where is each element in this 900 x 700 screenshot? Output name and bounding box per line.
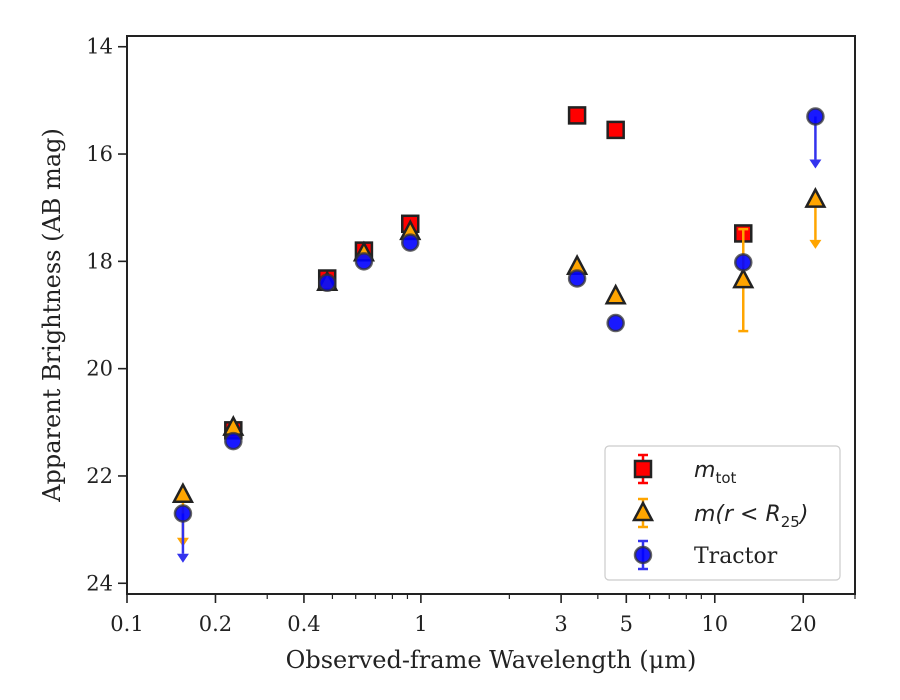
circle-point	[173, 504, 193, 523]
circle-point	[317, 273, 337, 293]
axes: 0.1 0.2 0.4 1 3 5 10 20 14 16 18 20 22 24	[86, 35, 856, 636]
square-point	[606, 120, 625, 140]
x-tick-label: 0.4	[287, 612, 320, 636]
legend-square-marker	[633, 459, 653, 479]
circle-point	[354, 252, 374, 271]
x-tick-label: 0.1	[110, 612, 143, 636]
circle-upper-limit-arrow	[176, 553, 189, 563]
legend-label: Tractor	[694, 544, 778, 569]
legend-label: m(r < R25)	[694, 502, 808, 531]
circle-point	[567, 269, 587, 288]
circle-point	[224, 431, 243, 451]
square-point	[567, 106, 587, 125]
triangle-upper-limit-arrow	[809, 239, 822, 249]
triangle-point	[732, 267, 755, 289]
legend-circle-marker	[633, 545, 653, 565]
x-tick-label: 1	[414, 612, 427, 636]
circle-point	[734, 253, 753, 272]
circle-series	[173, 107, 825, 563]
legend: mtot m(r < R25) Tractor	[604, 445, 841, 581]
triangle-point	[171, 482, 195, 503]
plot-frame	[126, 35, 856, 595]
x-tick-label: 3	[554, 612, 567, 636]
x-tick-label: 0.2	[199, 612, 232, 636]
circle-upper-limit-arrow	[809, 159, 822, 169]
x-tick-label: 20	[790, 612, 817, 636]
circle-point	[806, 107, 825, 126]
x-axis-label: Observed-frame Wavelength (μm)	[286, 646, 697, 674]
y-axis-label: Apparent Brightness (AB mag)	[38, 128, 66, 503]
triangle-point	[604, 283, 627, 305]
triangle-point	[804, 186, 827, 208]
circle-point	[400, 233, 420, 252]
y-tick-label: 16	[86, 142, 113, 166]
y-tick-label: 24	[86, 571, 113, 595]
legend-label: mtot	[694, 458, 736, 487]
legend-triangle-marker	[631, 500, 655, 522]
plot-marks	[171, 106, 827, 563]
y-tick-label: 22	[86, 464, 113, 488]
y-tick-label: 20	[86, 357, 113, 381]
y-tick-label: 14	[86, 35, 113, 59]
y-tick-label: 18	[86, 249, 113, 273]
x-tick-label: 5	[620, 612, 633, 636]
circle-point	[606, 313, 625, 333]
legend-box	[604, 445, 841, 581]
x-tick-label: 10	[701, 612, 728, 636]
